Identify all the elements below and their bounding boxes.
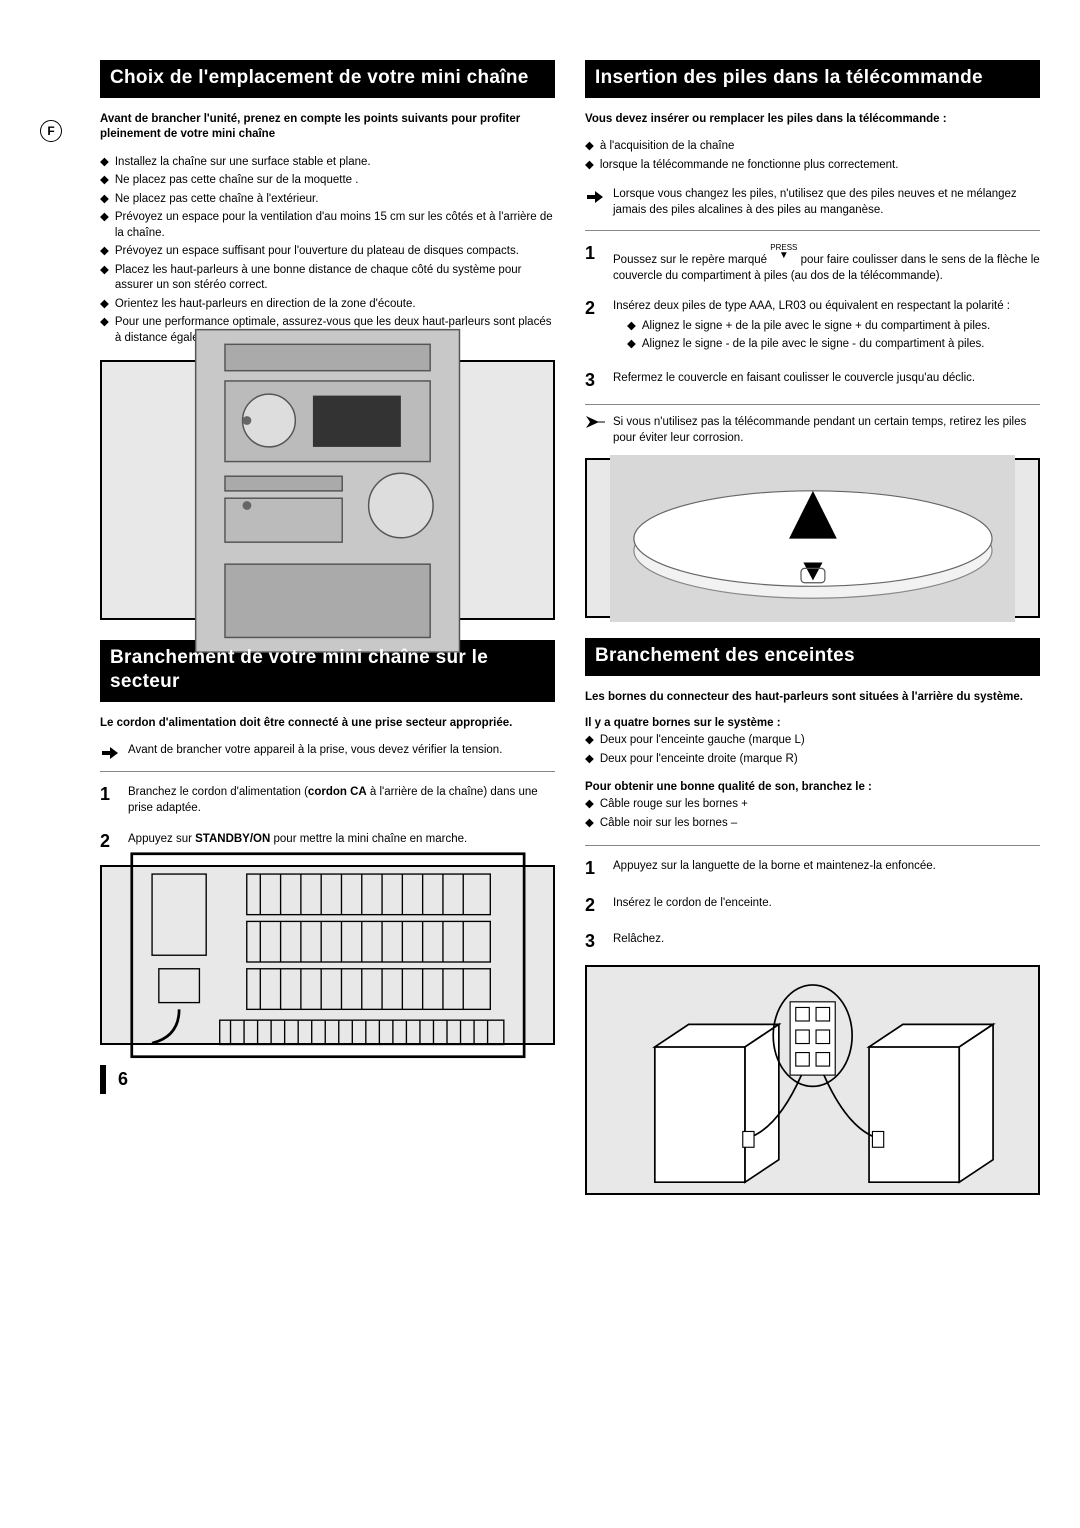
step-number: 2 — [100, 829, 118, 853]
batteries-intro: Vous devez insérer ou remplacer les pile… — [585, 112, 1040, 128]
bullet-text: Installez la chaîne sur une surface stab… — [115, 155, 371, 171]
step-number: 3 — [585, 368, 603, 392]
bullet-text: Deux pour l'enceinte droite (marque R) — [600, 752, 798, 768]
step-number: 2 — [585, 296, 603, 356]
hand-icon — [100, 743, 120, 759]
speaker-connection-image — [585, 965, 1040, 1195]
step-number: 2 — [585, 893, 603, 917]
speakers-sub2-title: Pour obtenir une bonne qualité de son, b… — [585, 781, 1040, 793]
batteries-step2: Insérez deux piles de type AAA, LR03 ou … — [613, 296, 1040, 356]
stereo-image — [100, 360, 555, 620]
batteries-step1: Poussez sur le repère marqué PRESS▼ pour… — [613, 241, 1040, 284]
language-marker: F — [40, 120, 62, 142]
bullet-text: Placez les haut-parleurs à une bonne dis… — [115, 263, 555, 294]
bullet-text: Ne placez pas cette chaîne à l'extérieur… — [115, 192, 319, 208]
bullet-text: Ne placez pas cette chaîne sur de la moq… — [115, 173, 359, 189]
bullet-text: lorsque la télécommande ne fonctionne pl… — [600, 158, 899, 174]
batteries-note: Lorsque vous changez les piles, n'utilis… — [613, 187, 1040, 218]
page-number: 6 — [100, 1065, 160, 1094]
rear-panel-image — [100, 865, 555, 1045]
left-column: Choix de l'emplacement de votre mini cha… — [100, 60, 555, 1215]
section-title-speakers: Branchement des enceintes — [585, 638, 1040, 676]
power-step1: Branchez le cordon d'alimentation (cordo… — [128, 782, 555, 816]
placement-intro: Avant de brancher l'unité, prenez en com… — [100, 112, 555, 143]
section-title-power: Branchement de votre mini chaîne sur le … — [100, 640, 555, 702]
speakers-step3: Relâchez. — [613, 929, 1040, 953]
batteries-step3: Refermez le couvercle en faisant couliss… — [613, 368, 1040, 392]
bullet-text: Deux pour l'enceinte gauche (marque L) — [600, 733, 805, 749]
bullet-text: Câble rouge sur les bornes + — [600, 797, 748, 813]
section-title-batteries: Insertion des piles dans la télécommande — [585, 60, 1040, 98]
step-number: 1 — [585, 241, 603, 284]
speakers-step2: Insérez le cordon de l'enceinte. — [613, 893, 1040, 917]
right-column: Insertion des piles dans la télécommande… — [585, 60, 1040, 1215]
tip-arrow-icon — [585, 415, 605, 446]
bullet-text: Orientez les haut-parleurs en direction … — [115, 297, 416, 313]
power-intro: Le cordon d'alimentation doit être conne… — [100, 716, 555, 732]
speakers-sub1-title: Il y a quatre bornes sur le système : — [585, 717, 1040, 729]
power-note: Avant de brancher votre appareil à la pr… — [128, 743, 502, 759]
bullet-text: Prévoyez un espace pour la ventilation d… — [115, 210, 555, 241]
step-number: 1 — [100, 782, 118, 816]
remote-battery-image — [585, 458, 1040, 618]
hand-icon — [585, 187, 605, 218]
speakers-step1: Appuyez sur la languette de la borne et … — [613, 856, 1040, 880]
bullet-text: Prévoyez un espace suffisant pour l'ouve… — [115, 244, 519, 260]
speakers-intro: Les bornes du connecteur des haut-parleu… — [585, 690, 1040, 706]
section-title-placement: Choix de l'emplacement de votre mini cha… — [100, 60, 555, 98]
batteries-tip: Si vous n'utilisez pas la télécommande p… — [613, 415, 1040, 446]
bullet-text: Câble noir sur les bornes – — [600, 816, 737, 832]
step-number: 3 — [585, 929, 603, 953]
bullet-text: à l'acquisition de la chaîne — [600, 139, 735, 155]
step-number: 1 — [585, 856, 603, 880]
